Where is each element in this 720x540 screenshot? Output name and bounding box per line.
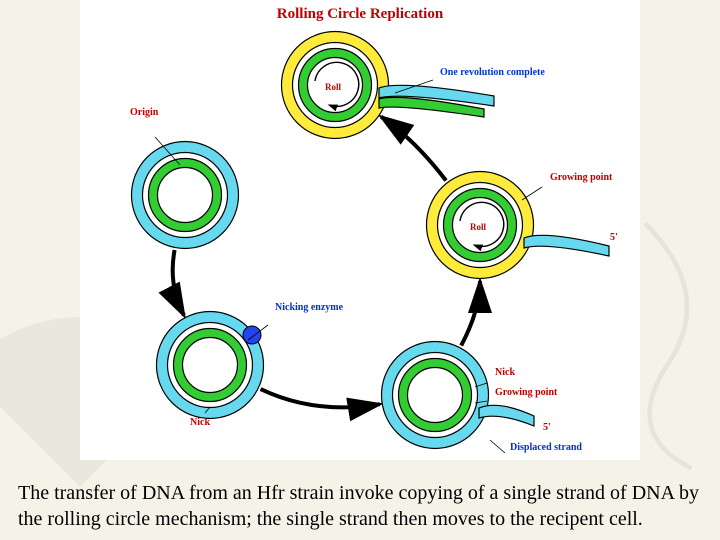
label-nicking-enzyme: Nicking enzyme	[275, 302, 344, 313]
diagram-svg: Origin Nick Nicking enzyme Nick Growing poin…	[80, 0, 640, 460]
label-growing-point: Growing point	[550, 172, 613, 183]
caption-text: The transfer of DNA from an Hfr strain i…	[18, 480, 702, 532]
label-nick: Nick	[190, 417, 210, 428]
label-5-: 5'	[610, 232, 618, 243]
dna-circle-c1: Origin	[130, 107, 239, 249]
dna-circle-c5: Roll One revolution complete	[282, 32, 546, 139]
label-origin: Origin	[130, 107, 159, 118]
label-roll: Roll	[470, 222, 487, 232]
dna-circle-c3: Nick Growing point 5' Displaced strand	[382, 342, 583, 454]
label-one-revolution-complete: One revolution complete	[440, 67, 545, 78]
label-roll: Roll	[325, 82, 342, 92]
label-growing-point: Growing point	[495, 387, 558, 398]
dna-circle-c2: Nick Nicking enzyme	[157, 302, 344, 428]
label-displaced-strand: Displaced strand	[510, 442, 582, 453]
dna-circle-c4: Roll Growing point 5'	[427, 172, 619, 279]
label-nick: Nick	[495, 367, 515, 378]
diagram-canvas: Rolling Circle Replication OriginNickNic…	[80, 0, 640, 460]
label-5-: 5'	[543, 422, 551, 433]
